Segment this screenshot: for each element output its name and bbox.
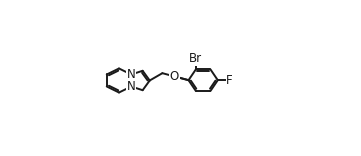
Text: O: O xyxy=(170,70,179,83)
Text: N: N xyxy=(127,68,136,81)
Text: N: N xyxy=(127,80,136,93)
Text: Br: Br xyxy=(189,52,203,65)
Text: F: F xyxy=(226,74,233,87)
